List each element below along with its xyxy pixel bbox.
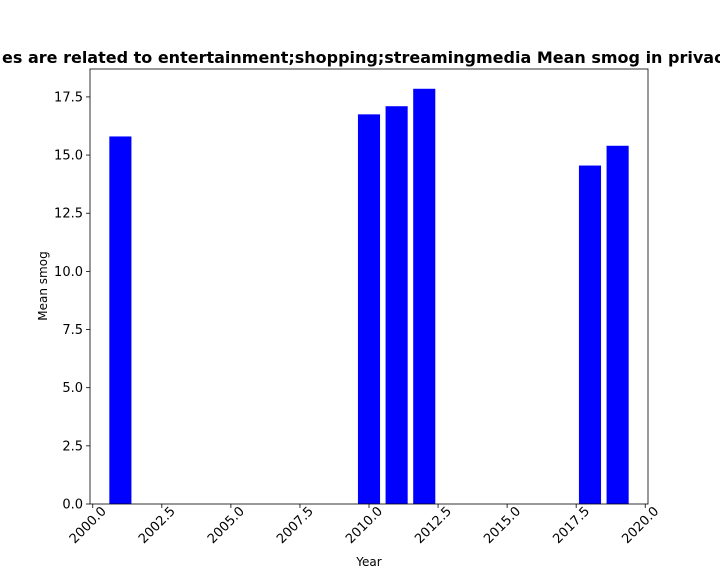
bar	[357, 114, 381, 504]
y-tick-label: 7.5	[62, 323, 83, 338]
bars-layer	[109, 88, 629, 505]
y-tick-label: 2.5	[62, 439, 83, 454]
x-tick-label: 2010.0	[343, 504, 386, 547]
y-axis-label: Mean smog	[36, 251, 50, 320]
x-axis: 2000.0 2002.5 2005.0 2007.5 2010.0 2012.5 2015…	[67, 504, 662, 547]
x-tick-label: 2012.5	[412, 504, 455, 547]
bar	[578, 165, 602, 505]
bar	[385, 106, 408, 505]
bar	[413, 88, 436, 504]
x-tick-label: 2002.5	[136, 504, 179, 547]
y-tick-label: 12.5	[54, 207, 83, 222]
bar	[606, 145, 629, 504]
y-tick-label: 15.0	[54, 149, 83, 164]
bar	[109, 136, 132, 504]
y-tick-label: 10.0	[54, 265, 83, 280]
y-tick-label: 0.0	[62, 498, 83, 513]
x-axis-label: Year	[355, 555, 381, 569]
y-tick-label: 5.0	[62, 381, 83, 396]
y-tick-label: 17.5	[54, 90, 83, 105]
x-tick-label: 2020.0	[619, 504, 662, 547]
x-tick-label: 2005.0	[205, 504, 248, 547]
chart-title: es are related to entertainment;shopping…	[2, 48, 720, 67]
x-tick-label: 2007.5	[274, 504, 317, 547]
x-tick-label: 2017.5	[550, 504, 593, 547]
y-axis: 0.0 2.5 5.0 7.5 10.0 12.5 15.0 17.5	[54, 90, 90, 513]
x-tick-label: 2015.0	[481, 504, 524, 547]
